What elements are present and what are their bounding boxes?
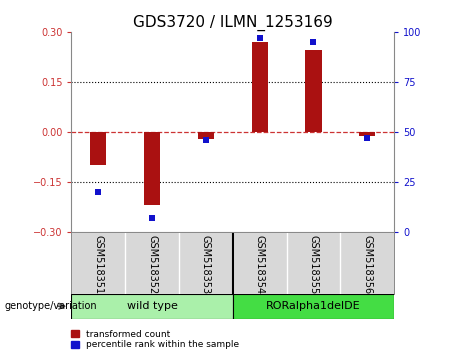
Text: GSM518356: GSM518356: [362, 235, 372, 294]
Text: GSM518353: GSM518353: [201, 235, 211, 294]
Bar: [252, 42, 268, 132]
Bar: [305, 50, 321, 132]
Text: GSM518354: GSM518354: [254, 235, 265, 294]
Text: GSM518351: GSM518351: [93, 235, 103, 294]
Bar: [359, 132, 375, 136]
Title: GDS3720 / ILMN_1253169: GDS3720 / ILMN_1253169: [133, 14, 333, 30]
Bar: [71, 294, 233, 319]
Bar: [90, 132, 106, 165]
Text: wild type: wild type: [127, 301, 177, 311]
Bar: [233, 294, 394, 319]
Bar: [198, 132, 214, 138]
Text: genotype/variation: genotype/variation: [5, 301, 97, 311]
Text: GSM518352: GSM518352: [147, 235, 157, 294]
Text: GSM518355: GSM518355: [308, 235, 319, 294]
Text: RORalpha1delDE: RORalpha1delDE: [266, 301, 361, 311]
Legend: transformed count, percentile rank within the sample: transformed count, percentile rank withi…: [71, 330, 239, 349]
Bar: [144, 132, 160, 205]
